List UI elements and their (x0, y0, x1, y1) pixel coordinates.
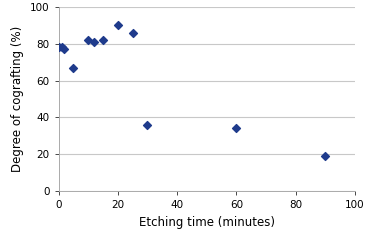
Point (61, 48, 67, 51)
Point (91, 40, 97, 44)
Point (56, 46, 61, 49)
X-axis label: Etching time (minutes): Etching time (minutes) (139, 216, 275, 229)
Point (115, 24, 121, 27)
Point (145, 123, 150, 127)
Point (100, 38, 106, 42)
Point (71, 66, 76, 70)
Point (130, 31, 136, 35)
Y-axis label: Degree of cografting (%): Degree of cografting (%) (11, 26, 25, 172)
Point (322, 154, 328, 158)
Point (59, 46, 64, 49)
Point (234, 127, 239, 130)
Point (85, 38, 91, 42)
